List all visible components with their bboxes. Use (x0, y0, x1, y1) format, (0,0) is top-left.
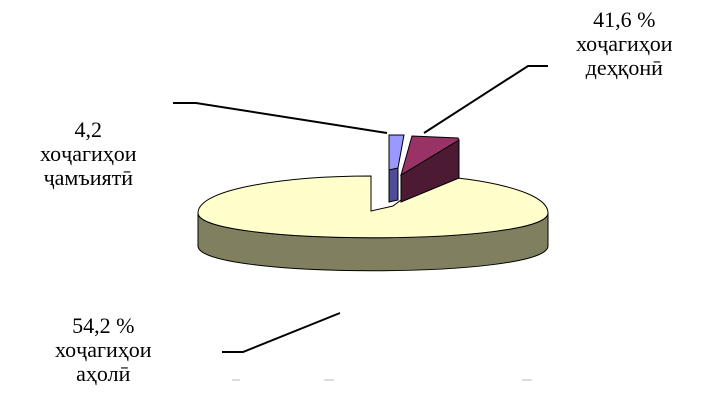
slice-name-line: хоҷагиҳои (40, 141, 137, 166)
slice-dehqoni-top (400, 135, 460, 177)
slice-name-line: хоҷагиҳои (55, 337, 152, 362)
slice-name-line: аҳолӣ (76, 361, 131, 386)
slice-value-label: 54,2 % (72, 313, 135, 338)
slice-label-dehqoni: 41,6 % хоҷагиҳои деҳқонӣ (576, 8, 673, 80)
leader-line-jamiyati (173, 102, 388, 134)
slice-name-line: хоҷагиҳои (576, 31, 673, 56)
slice-aholi-top (197, 175, 549, 239)
leader-line-dehqoni (423, 65, 548, 134)
slice-jamiyati-top (388, 134, 405, 171)
slice-label-jamiyati: 4,2 хоҷагиҳои ҷамъиятӣ (40, 118, 137, 190)
slice-value-label: 41,6 % (593, 7, 656, 32)
slice-name-line: ҷамъиятӣ (43, 165, 133, 190)
slice-label-aholi: 54,2 % хоҷагиҳои аҳолӣ (55, 314, 152, 386)
slice-name-line: деҳқонӣ (585, 55, 663, 80)
leader-line-aholi (222, 312, 341, 353)
slice-value-label: 4,2 (74, 117, 103, 142)
